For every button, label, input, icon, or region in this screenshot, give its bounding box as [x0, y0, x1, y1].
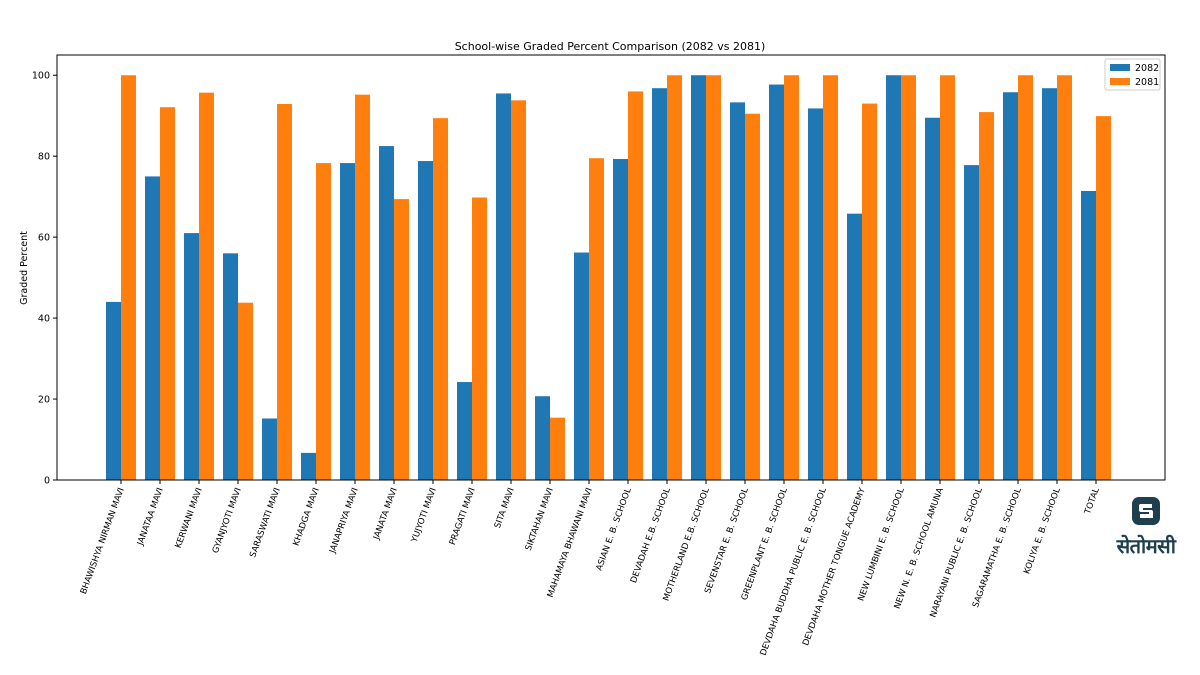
bar-2082-24: [1042, 88, 1057, 480]
bar-2082-21: [925, 117, 940, 480]
legend-label: 2081: [1135, 77, 1159, 88]
bar-2081-4: [277, 103, 292, 480]
y-tick-label: 0: [44, 476, 50, 487]
bar-2082-4: [262, 418, 277, 480]
bar-2082-0: [106, 301, 121, 480]
x-tick-label: ASIAN E. B. SCHOOL: [595, 486, 634, 572]
x-tick-label: KERWANI MAVI: [174, 487, 205, 550]
chart-title: School-wise Graded Percent Comparison (2…: [455, 40, 766, 53]
bar-2081-13: [628, 91, 643, 480]
bars-layer: [106, 75, 1111, 481]
y-tick-label: 100: [32, 71, 50, 82]
x-tick-label: JANATA MAVI: [372, 487, 400, 542]
bar-2082-10: [496, 93, 511, 480]
bar-2081-16: [745, 113, 760, 480]
y-tick-label: 60: [38, 233, 50, 244]
bar-2082-25: [1081, 191, 1096, 480]
bar-2081-20: [901, 75, 916, 480]
x-tick-label: NEW LUMBINI E. B. SCHOOL: [856, 486, 906, 602]
x-tick-label: GREENPLANT E. B. SCHOOL: [740, 486, 790, 601]
brand-logo: सेतोमसी: [1104, 494, 1188, 559]
bar-2081-6: [355, 94, 370, 481]
legend-label: 2082: [1135, 63, 1159, 74]
logo-text: सेतोमसी: [1116, 534, 1176, 558]
bar-2082-15: [691, 75, 706, 480]
x-tick-label: SIKTAHAN MAVI: [524, 487, 556, 553]
bar-2082-7: [379, 146, 394, 481]
x-tick-label: GYANJYOTI MAVI: [211, 487, 244, 555]
bar-2081-24: [1057, 75, 1072, 480]
bar-2081-25: [1096, 116, 1111, 480]
bar-2082-23: [1003, 92, 1018, 480]
bar-2082-1: [145, 176, 160, 480]
x-tick-label: MOTHERLAND E.B. SCHOOL: [661, 486, 711, 602]
bar-2081-15: [706, 75, 721, 480]
bar-2081-14: [667, 75, 682, 480]
bar-2081-5: [316, 163, 331, 481]
x-tick-label: SEVENSTAR E. B. SCHOOL: [703, 486, 751, 595]
bar-2081-12: [589, 158, 604, 480]
bar-2081-11: [550, 417, 565, 480]
x-tick-label: BHAWISHYA NIRMAN MAVI: [79, 487, 127, 596]
y-tick-label: 20: [38, 395, 50, 406]
bar-2082-2: [184, 233, 199, 480]
bar-2081-18: [823, 75, 838, 480]
x-tick-label: SITA MAVI: [493, 487, 517, 530]
x-tick-label: DEVDAHA BUDDHA PUBLIC E. B. SCHOOL: [759, 486, 829, 657]
bar-2082-13: [613, 159, 628, 480]
x-tick-label: MAHAMAYA BHAWANI MAVI: [546, 487, 595, 599]
x-tick-label: DEVADAH E.B. SCHOOL: [629, 486, 673, 584]
y-tick-label: 80: [38, 152, 50, 163]
plot-frame: [56, 54, 1166, 481]
bar-2082-18: [808, 108, 823, 480]
bar-2081-9: [472, 197, 487, 480]
bar-2082-8: [418, 161, 433, 481]
bar-2082-22: [964, 165, 979, 480]
bar-2081-22: [979, 112, 994, 481]
bar-2082-16: [730, 102, 745, 480]
y-tick-label: 40: [38, 314, 50, 325]
y-axis: 0 20 40 60 80 100: [32, 71, 57, 487]
bar-2082-9: [457, 382, 472, 480]
bar-2081-1: [160, 107, 175, 480]
bar-2082-17: [769, 84, 784, 481]
bar-2081-10: [511, 100, 526, 480]
bar-2082-11: [535, 396, 550, 480]
bar-2082-12: [574, 252, 589, 480]
bar-2081-17: [784, 75, 799, 480]
bar-2081-8: [433, 118, 448, 481]
bar-2082-19: [847, 213, 862, 480]
x-tick-label: YUJYOTI MAVI: [409, 487, 438, 545]
bar-2082-14: [652, 88, 667, 480]
stacked-s-emblem-icon: [1132, 497, 1160, 525]
x-tick-label: TOTAL: [1083, 486, 1102, 516]
x-axis: BHAWISHYA NIRMAN MAVI JANATAA MAVI KERWANI…: [79, 480, 1102, 657]
bar-2082-3: [223, 253, 238, 480]
bar-2081-21: [940, 75, 955, 480]
x-tick-label: JANATAA MAVI: [135, 487, 165, 548]
bar-2082-6: [340, 163, 355, 481]
bar-2081-19: [862, 103, 877, 481]
legend: 2082 2081: [1104, 58, 1161, 91]
bar-2081-3: [238, 302, 253, 480]
x-tick-label: JANAPRIYA MAVI: [328, 487, 361, 556]
x-tick-label: SARASWATI MAVI: [248, 487, 282, 559]
bar-2081-7: [394, 199, 409, 480]
x-tick-label: PRAGATI MAVI: [448, 487, 478, 547]
bar-2081-0: [121, 75, 136, 480]
x-tick-label: KHADGA MAVI: [292, 487, 322, 548]
x-tick-label: KOLIYA E. B. SCHOOL: [1022, 486, 1063, 575]
bar-2082-5: [301, 452, 316, 480]
legend-swatch: [1110, 78, 1130, 85]
bar-2082-20: [886, 75, 901, 480]
bar-2081-23: [1018, 75, 1033, 480]
legend-swatch: [1110, 64, 1130, 71]
y-axis-label: Graded Percent: [19, 231, 30, 305]
bar-2081-2: [199, 92, 214, 481]
